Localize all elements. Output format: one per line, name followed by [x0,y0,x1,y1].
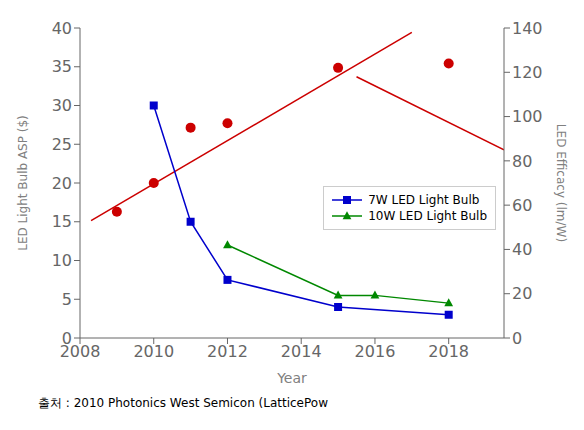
svg-text:2016: 2016 [355,342,396,361]
svg-text:15: 15 [52,212,72,231]
svg-text:10: 10 [52,251,72,270]
svg-text:5: 5 [62,290,72,309]
svg-text:LED Light Bulb ASP ($): LED Light Bulb ASP ($) [16,115,30,251]
svg-text:2012: 2012 [207,342,248,361]
svg-text:20: 20 [512,284,532,303]
svg-text:40: 40 [52,19,72,38]
svg-text:2008: 2008 [59,342,101,362]
svg-text:20: 20 [52,174,72,193]
svg-text:0: 0 [62,329,72,348]
svg-text:35: 35 [52,57,72,76]
svg-text:30: 30 [52,96,72,115]
svg-text:80: 80 [512,152,532,171]
svg-text:120: 120 [512,63,543,82]
svg-text:Year: Year [276,370,307,386]
html-text:10W LED Light Bulb: 10W LED Light Bulb [368,208,487,223]
svg-text:0: 0 [512,329,522,348]
html-text:7W LED Light Bulb: 7W LED Light Bulb [368,192,480,207]
svg-text:40: 40 [512,240,532,259]
svg-text:60: 60 [512,196,532,215]
svg-text:100: 100 [512,107,543,126]
svg-text:2014: 2014 [281,342,322,361]
svg-text:2018: 2018 [428,342,469,361]
svg-text:140: 140 [512,19,543,38]
html-text:출처 : 2010 Photonics West Semic: 출처 : 2010 Photonics West Semicon (Lattic… [38,396,328,410]
svg-text:LED Efficacy (lm/W): LED Efficacy (lm/W) [554,124,568,242]
svg-text:25: 25 [52,135,72,154]
svg-text:2010: 2010 [133,342,174,361]
